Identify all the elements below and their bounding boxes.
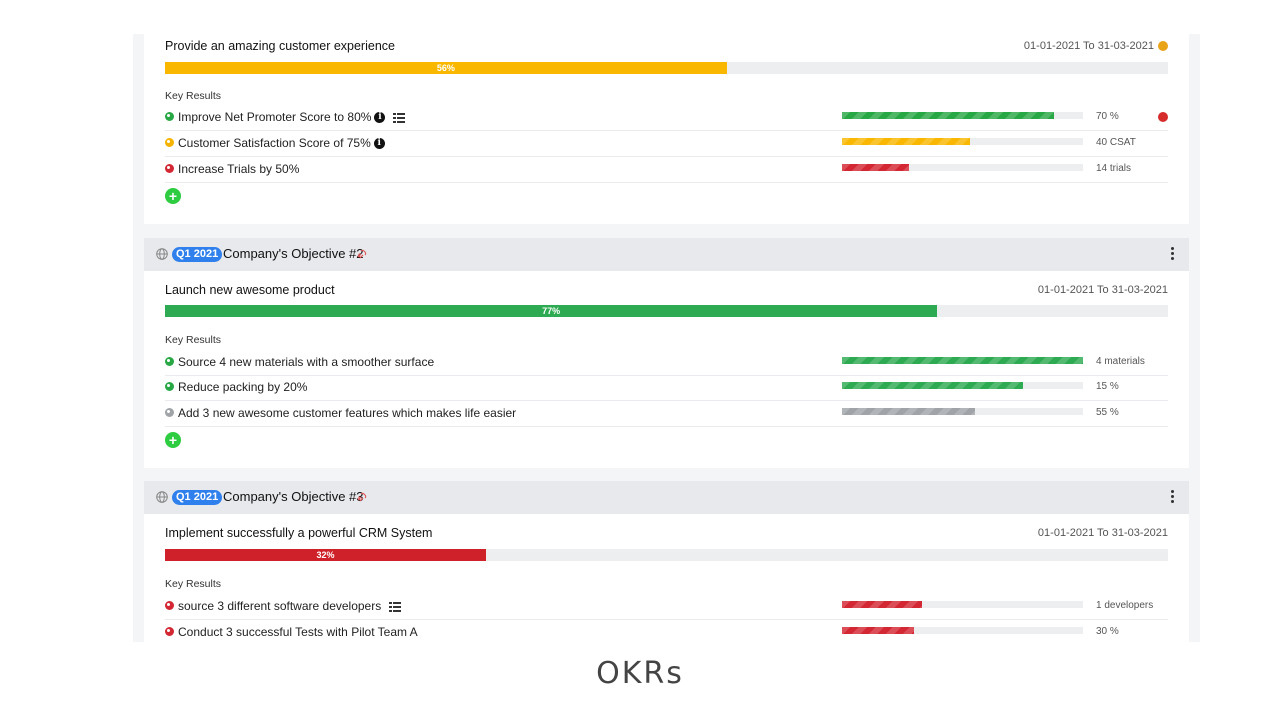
key-result-text: Improve Net Promoter Score to 80%	[178, 110, 372, 124]
alert-dot-icon	[1158, 112, 1168, 122]
key-result-row[interactable]: Conduct 3 successful Tests with Pilot Te…	[165, 620, 1168, 642]
key-results-label: Key Results	[165, 90, 222, 102]
objective-card-2: Q1 2021 Company's Objective #2 Launch ne…	[144, 238, 1189, 468]
key-result-row[interactable]: Customer Satisfaction Score of 75% i 40 C…	[165, 131, 1168, 157]
objective-progress-bar: 32%	[165, 549, 1168, 561]
key-result-progress-fill	[842, 164, 910, 171]
key-result-value: 15 %	[1096, 381, 1119, 392]
status-behind-icon	[165, 164, 174, 173]
objective-date-range: 01-01-2021 To 31-03-2021	[1023, 40, 1154, 52]
globe-icon	[156, 491, 168, 503]
key-result-row[interactable]: Add 3 new awesome customer features whic…	[165, 401, 1168, 427]
key-result-progress-fill	[842, 408, 975, 415]
key-result-text: Reduce packing by 20%	[178, 380, 308, 394]
info-icon[interactable]: i	[373, 138, 385, 150]
add-key-result-button[interactable]: +	[165, 188, 181, 204]
link-icon[interactable]	[356, 248, 368, 260]
key-result-progress-bar	[842, 357, 1083, 364]
key-result-row[interactable]: Source 4 new materials with a smoother s…	[165, 350, 1168, 376]
status-neutral-icon	[165, 408, 174, 417]
key-result-progress-bar	[842, 601, 1083, 608]
key-result-title[interactable]: Increase Trials by 50%	[178, 162, 299, 176]
key-result-row[interactable]: Increase Trials by 50% 14 trials	[165, 157, 1168, 183]
quarter-badge: Q1 2021	[172, 490, 223, 505]
objective-progress-bar: 56%	[165, 62, 1168, 74]
key-result-value: 1 developers	[1096, 600, 1154, 611]
key-result-progress-fill	[842, 382, 1023, 389]
quarter-badge: Q1 2021	[172, 247, 223, 262]
key-result-title[interactable]: source 3 different software developers	[178, 599, 402, 613]
objective-card-1: Provide an amazing customer experience 0…	[144, 34, 1189, 224]
list-icon[interactable]	[393, 112, 406, 123]
key-result-progress-bar	[842, 138, 1083, 145]
key-result-title[interactable]: Add 3 new awesome customer features whic…	[178, 406, 516, 420]
key-result-progress-fill	[842, 112, 1055, 119]
objective-header[interactable]: Q1 2021 Company's Objective #2	[144, 238, 1189, 271]
link-icon[interactable]	[356, 491, 368, 503]
status-on-track-icon	[165, 357, 174, 366]
objective-progress-bar: 77%	[165, 305, 1168, 317]
key-result-text: Conduct 3 successful Tests with Pilot Te…	[178, 625, 418, 639]
key-result-value: 70 %	[1096, 111, 1119, 122]
status-on-track-icon	[165, 112, 174, 121]
key-result-progress-bar	[842, 408, 1083, 415]
objective-status-dot	[1158, 41, 1168, 51]
key-result-value: 4 materials	[1096, 356, 1145, 367]
okr-board: Provide an amazing customer experience 0…	[133, 34, 1200, 642]
key-result-progress-bar	[842, 382, 1083, 389]
key-result-text: source 3 different software developers	[178, 599, 382, 613]
status-behind-icon	[165, 627, 174, 636]
key-result-row[interactable]: Improve Net Promoter Score to 80% i 70 %	[165, 105, 1168, 131]
objective-title[interactable]: Provide an amazing customer experience	[165, 39, 395, 53]
info-icon[interactable]: i	[374, 112, 386, 124]
key-result-title[interactable]: Source 4 new materials with a smoother s…	[178, 355, 434, 369]
key-result-progress-fill	[842, 138, 970, 145]
objective-name[interactable]: Company's Objective #3	[223, 489, 364, 504]
key-result-title[interactable]: Reduce packing by 20%	[178, 380, 307, 394]
more-options-icon[interactable]	[1171, 247, 1175, 261]
key-result-title[interactable]: Conduct 3 successful Tests with Pilot Te…	[178, 625, 418, 639]
key-result-title[interactable]: Customer Satisfaction Score of 75% i	[178, 136, 385, 150]
objective-title[interactable]: Launch new awesome product	[165, 283, 335, 297]
key-result-text: Increase Trials by 50%	[178, 162, 300, 176]
objective-title[interactable]: Implement successfully a powerful CRM Sy…	[165, 526, 433, 540]
key-result-value: 30 %	[1096, 626, 1119, 637]
status-at-risk-icon	[165, 138, 174, 147]
key-result-row[interactable]: source 3 different software developers 1…	[165, 594, 1168, 620]
key-result-title[interactable]: Improve Net Promoter Score to 80% i	[178, 110, 406, 124]
page-caption: OKRs	[596, 656, 684, 691]
objective-progress-fill: 56%	[165, 62, 727, 74]
objective-header[interactable]: Q1 2021 Company's Objective #3	[144, 481, 1189, 514]
key-result-text: Customer Satisfaction Score of 75%	[178, 136, 371, 150]
key-result-value: 40 CSAT	[1096, 137, 1136, 148]
key-result-row[interactable]: Reduce packing by 20% 15 %	[165, 375, 1168, 401]
objective-date-range: 01-01-2021 To 31-03-2021	[1037, 284, 1168, 296]
status-on-track-icon	[165, 382, 174, 391]
key-result-value: 14 trials	[1096, 163, 1132, 174]
key-result-text: Source 4 new materials with a smoother s…	[178, 355, 435, 369]
objective-name[interactable]: Company's Objective #2	[223, 246, 364, 261]
key-result-progress-fill	[842, 601, 922, 608]
more-options-icon[interactable]	[1171, 490, 1175, 504]
key-results-label: Key Results	[165, 578, 222, 590]
list-icon[interactable]	[389, 601, 402, 612]
objective-progress-fill: 77%	[165, 305, 938, 317]
status-behind-icon	[165, 601, 174, 610]
objective-progress-fill: 32%	[165, 549, 486, 561]
add-key-result-button[interactable]: +	[165, 432, 181, 448]
key-result-value: 55 %	[1096, 407, 1119, 418]
key-result-progress-bar	[842, 627, 1083, 634]
key-result-text: Add 3 new awesome customer features whic…	[178, 406, 517, 420]
globe-icon	[156, 248, 168, 260]
key-result-progress-fill	[842, 627, 915, 634]
objective-card-3: Q1 2021 Company's Objective #3 Implement…	[144, 481, 1189, 642]
objective-date-range: 01-01-2021 To 31-03-2021	[1037, 527, 1168, 539]
key-result-progress-bar	[842, 112, 1083, 119]
key-result-progress-fill	[842, 357, 1083, 364]
key-results-label: Key Results	[165, 334, 222, 346]
key-result-progress-bar	[842, 164, 1083, 171]
